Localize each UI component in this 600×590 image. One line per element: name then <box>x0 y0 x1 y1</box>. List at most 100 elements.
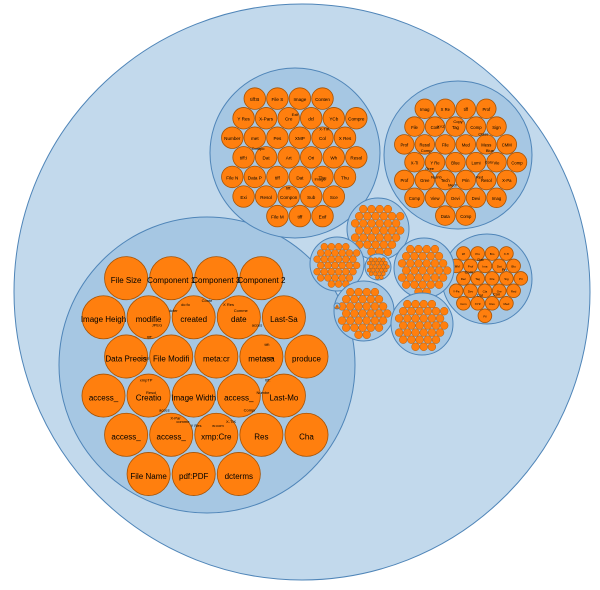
leaf-circle[interactable] <box>342 323 351 332</box>
leaf-circle[interactable] <box>465 187 487 209</box>
leaf-circle[interactable] <box>374 323 384 332</box>
leaf-circle[interactable] <box>322 185 345 208</box>
leaf-circle[interactable] <box>261 373 306 418</box>
leaf-circle[interactable] <box>266 87 289 110</box>
leaf-circle[interactable] <box>435 169 456 191</box>
leaf-circle[interactable] <box>443 266 452 275</box>
leaf-circle[interactable] <box>313 268 321 276</box>
leaf-circle[interactable] <box>370 316 380 325</box>
leaf-circle[interactable] <box>455 98 477 120</box>
leaf-circle[interactable] <box>385 264 390 269</box>
leaf-circle[interactable] <box>397 259 407 268</box>
leaf-circle[interactable] <box>104 334 149 379</box>
leaf-circle[interactable] <box>371 240 380 249</box>
leaf-circle[interactable] <box>506 283 521 299</box>
leaf-circle[interactable] <box>331 274 339 282</box>
leaf-circle[interactable] <box>284 334 329 379</box>
leaf-circle[interactable] <box>81 373 126 418</box>
leaf-circle[interactable] <box>171 452 216 496</box>
leaf-circle[interactable] <box>334 268 343 276</box>
leaf-circle[interactable] <box>383 260 388 266</box>
leaf-circle[interactable] <box>424 116 446 137</box>
leaf-circle[interactable] <box>352 249 361 257</box>
leaf-circle[interactable] <box>403 328 412 337</box>
leaf-circle[interactable] <box>379 212 388 221</box>
leaf-circle[interactable] <box>434 252 444 261</box>
leaf-circle[interactable] <box>378 316 388 325</box>
leaf-circle[interactable] <box>387 212 397 221</box>
leaf-circle[interactable] <box>427 299 437 309</box>
leaf-circle[interactable] <box>373 264 378 269</box>
leaf-circle[interactable] <box>402 280 411 289</box>
leaf-circle[interactable] <box>338 274 346 282</box>
leaf-circle[interactable] <box>407 335 416 344</box>
leaf-circle[interactable] <box>406 244 415 254</box>
leaf-circle[interactable] <box>335 304 339 307</box>
leaf-circle[interactable] <box>422 273 431 282</box>
leaf-circle[interactable] <box>399 307 408 316</box>
leaf-circle[interactable] <box>496 169 518 191</box>
leaf-circle[interactable] <box>513 271 529 286</box>
leaf-circle[interactable] <box>171 295 216 340</box>
leaf-circle[interactable] <box>375 275 380 280</box>
leaf-circle[interactable] <box>381 264 386 269</box>
leaf-circle[interactable] <box>375 268 380 273</box>
leaf-circle[interactable] <box>419 342 428 351</box>
leaf-circle[interactable] <box>445 116 466 137</box>
leaf-circle[interactable] <box>370 302 380 311</box>
leaf-circle[interactable] <box>338 261 346 270</box>
leaf-circle[interactable] <box>300 185 323 208</box>
leaf-circle[interactable] <box>423 335 432 344</box>
leaf-circle[interactable] <box>342 255 350 263</box>
leaf-circle[interactable] <box>216 295 261 340</box>
leaf-circle[interactable] <box>430 244 440 254</box>
leaf-circle[interactable] <box>387 240 397 249</box>
leaf-circle[interactable] <box>221 126 244 149</box>
leaf-circle[interactable] <box>370 287 380 297</box>
leaf-circle[interactable] <box>383 247 393 256</box>
leaf-circle[interactable] <box>381 257 386 262</box>
leaf-circle[interactable] <box>194 256 239 301</box>
leaf-circle[interactable] <box>363 212 372 221</box>
leaf-circle[interactable] <box>216 373 261 418</box>
leaf-circle[interactable] <box>391 219 401 228</box>
leaf-circle[interactable] <box>355 226 364 235</box>
leaf-circle[interactable] <box>373 271 378 276</box>
leaf-circle[interactable] <box>465 151 487 173</box>
leaf-circle[interactable] <box>456 271 471 286</box>
leaf-circle[interactable] <box>391 233 401 242</box>
leaf-circle[interactable] <box>456 246 471 261</box>
leaf-circle[interactable] <box>350 309 359 318</box>
leaf-circle[interactable] <box>254 185 278 208</box>
leaf-circle[interactable] <box>435 314 445 323</box>
leaf-circle[interactable] <box>232 146 255 169</box>
leaf-circle[interactable] <box>232 185 255 208</box>
leaf-circle[interactable] <box>435 328 445 337</box>
leaf-circle[interactable] <box>418 266 427 275</box>
leaf-circle[interactable] <box>373 257 378 262</box>
leaf-circle[interactable] <box>383 309 392 318</box>
leaf-circle[interactable] <box>435 205 456 226</box>
leaf-circle[interactable] <box>396 226 405 235</box>
leaf-circle[interactable] <box>438 273 448 282</box>
leaf-circle[interactable] <box>445 187 466 209</box>
leaf-circle[interactable] <box>333 165 357 189</box>
leaf-circle[interactable] <box>104 256 149 301</box>
leaf-circle[interactable] <box>491 258 507 274</box>
leaf-circle[interactable] <box>354 287 363 297</box>
leaf-circle[interactable] <box>397 273 407 282</box>
leaf-circle[interactable] <box>266 126 289 149</box>
leaf-circle[interactable] <box>476 98 497 120</box>
leaf-circle[interactable] <box>284 412 329 457</box>
leaf-circle[interactable] <box>414 98 436 120</box>
leaf-circle[interactable] <box>288 204 312 228</box>
leaf-circle[interactable] <box>350 323 359 332</box>
leaf-circle[interactable] <box>477 308 493 324</box>
leaf-circle[interactable] <box>338 249 346 257</box>
leaf-circle[interactable] <box>359 204 368 214</box>
leaf-circle[interactable] <box>342 309 351 318</box>
leaf-circle[interactable] <box>149 412 194 457</box>
leaf-circle[interactable] <box>484 296 500 311</box>
leaf-circle[interactable] <box>320 243 328 251</box>
leaf-circle[interactable] <box>415 307 424 316</box>
